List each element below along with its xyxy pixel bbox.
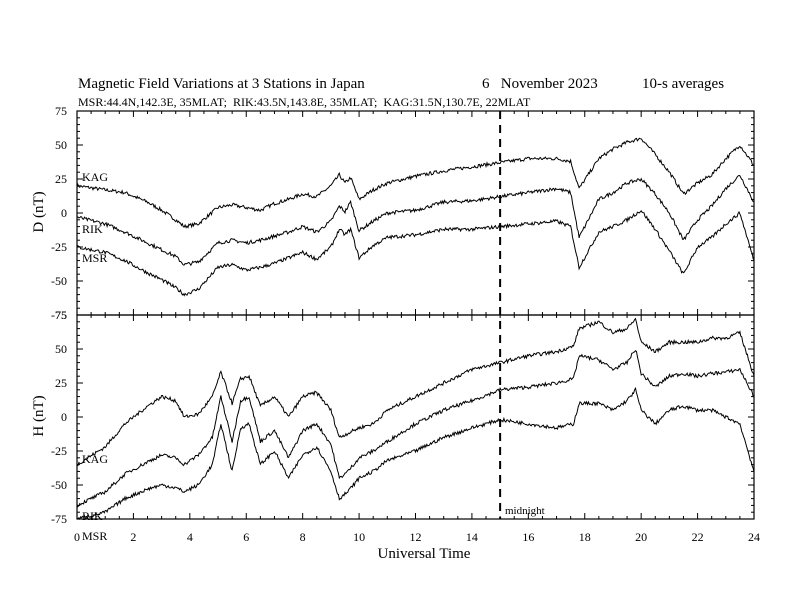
xtick-label: 14 — [466, 530, 478, 544]
midnight-label: midnight — [505, 505, 545, 517]
chart-date: 6 November 2023 — [482, 76, 598, 92]
h-ytick-label: 25 — [55, 376, 67, 390]
xtick-label: 24 — [748, 530, 760, 544]
h-station-label: RIK — [82, 509, 103, 523]
h-ytick-label: -75 — [51, 512, 67, 526]
h-ytick-label: 75 — [55, 308, 67, 322]
xtick-label: 6 — [243, 530, 249, 544]
d-ytick-label: -50 — [51, 274, 67, 288]
xtick-label: 8 — [300, 530, 306, 544]
h-series-kag — [76, 317, 755, 467]
stations-line: MSR:44.4N,142.3E, 35MLAT; RIK:43.5N,143.… — [78, 95, 531, 109]
d-ytick-label: -25 — [51, 240, 67, 254]
d-ytick-label: 50 — [55, 138, 67, 152]
d-station-label: KAG — [82, 170, 108, 184]
xtick-label: 4 — [187, 530, 193, 544]
h-ytick-label: -50 — [51, 478, 67, 492]
h-ytick-label: 50 — [55, 342, 67, 356]
d-series-msr — [76, 209, 755, 297]
chart-title: Magnetic Field Variations at 3 Stations … — [78, 76, 365, 92]
d-ytick-label: 75 — [55, 104, 67, 118]
xtick-label: 10 — [353, 530, 365, 544]
d-series-kag — [76, 137, 755, 229]
xtick-label: 22 — [692, 530, 704, 544]
h-ytick-label: 0 — [61, 410, 67, 424]
h-station-label: MSR — [82, 529, 107, 543]
h-station-label: KAG — [82, 452, 108, 466]
xtick-label: 18 — [579, 530, 591, 544]
h-axis-label: H (nT) — [31, 395, 47, 436]
h-series-msr — [76, 386, 755, 521]
d-panel-frame — [76, 110, 755, 316]
d-station-label: RIK — [82, 222, 103, 236]
xtick-label: 2 — [130, 530, 136, 544]
d-ytick-label: 0 — [61, 206, 67, 220]
h-ytick-label: -25 — [51, 444, 67, 458]
h-series-rik — [76, 350, 755, 508]
xtick-label: 20 — [635, 530, 647, 544]
d-axis-label: D (nT) — [31, 191, 47, 232]
d-ytick-label: 25 — [55, 172, 67, 186]
d-station-label: MSR — [82, 251, 107, 265]
chart-averaging: 10-s averages — [642, 76, 724, 92]
xtick-label: 16 — [522, 530, 534, 544]
x-axis-label: Universal Time — [378, 546, 471, 562]
d-series-rik — [76, 174, 755, 267]
d-ytick-label: -75 — [51, 308, 67, 322]
xtick-label: 12 — [410, 530, 422, 544]
xtick-label: 0 — [74, 530, 80, 544]
